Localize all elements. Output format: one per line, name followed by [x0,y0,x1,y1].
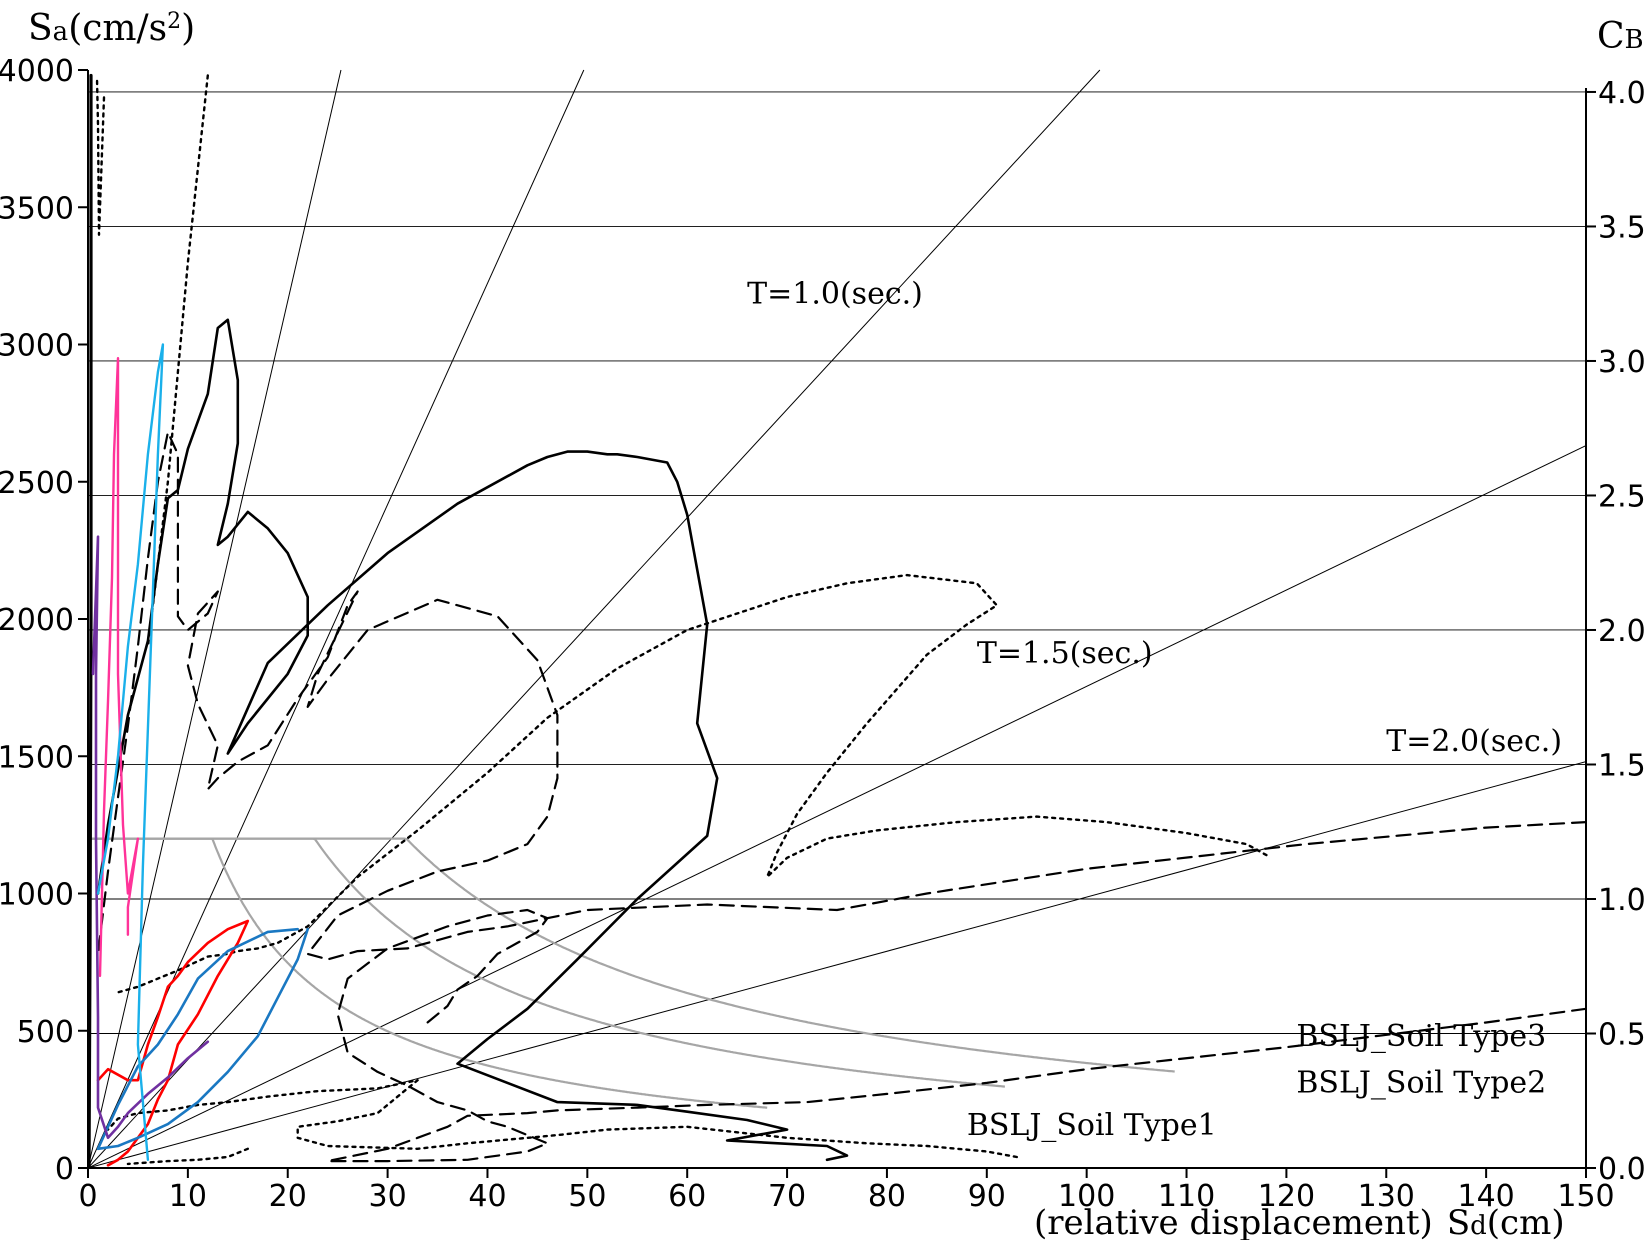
series-curve-12 [91,535,210,1140]
series-curve-3 [96,431,1586,961]
y-axis-left-title-part-5: ) [181,8,195,49]
y-right-tick-label-2.0: 2.0 [1598,614,1646,649]
period-label-2: T=2.0(sec.) [1386,724,1562,759]
y-right-tick-label-1.0: 1.0 [1598,883,1646,918]
series-curve-4 [326,908,1586,1163]
y-axis-left-title-part-4: 2 [167,9,181,34]
series-curve-6 [106,1078,1018,1159]
x-tick-label-10: 10 [169,1179,207,1214]
y-left-tick-label-3000: 3000 [0,329,74,364]
x-tick-label-90: 90 [968,1179,1006,1214]
y-axis-left-title-part-1: S [28,8,53,49]
bslj-label-3: BSLJ_Soil Type3 [1296,1019,1546,1054]
y-axis-left-title: Sa(cm/s2) [28,8,195,49]
period-label-1: T=1.0(sec.) [747,276,923,311]
chart-labels: Sa(cm/s2) CB (relative displacement) Sd(cm)… [28,8,1644,1240]
y-right-tick-label-2.5: 2.5 [1598,479,1646,514]
period-line-2 [88,761,1586,1168]
y-left-tick-label-500: 500 [17,1015,74,1050]
x-axis-title-part-3: d [1470,1211,1487,1240]
series-curve-10 [96,919,250,1167]
x-axis-title-part-1: (relative displacement) [1034,1203,1433,1240]
y-left-tick-label-1500: 1500 [0,740,74,775]
x-axis-title-part-2: S [1447,1203,1470,1240]
period-line-1 [88,69,1101,1168]
x-tick-label-130: 130 [1358,1179,1415,1214]
y-axis-left-title-part-2: a [53,17,69,47]
gridlines [88,91,1586,1034]
x-tick-label-30: 30 [369,1179,407,1214]
y-left-tick-label-2000: 2000 [0,603,74,638]
series-curve-1 [96,318,849,1162]
y-right-tick-label-1.5: 1.5 [1598,748,1646,783]
x-tick-label-120: 120 [1258,1179,1315,1214]
bslj-label-1: BSLJ_Soil Type1 [967,1108,1217,1143]
y-right-tick-label-3.0: 3.0 [1598,345,1646,380]
period-reference-lines [88,69,1586,1168]
x-axis-title: (relative displacement) Sd(cm) [1034,1203,1565,1240]
data-series [88,73,1586,1168]
axes: 050010001500200025003000350040000.00.51.… [0,54,1646,1214]
y-left-tick-label-3500: 3500 [0,191,74,226]
y-right-tick-label-0.0: 0.0 [1598,1152,1646,1187]
bslj-label-2: BSLJ_Soil Type2 [1296,1066,1546,1101]
series-curve-5 [116,573,1268,994]
x-tick-label-100: 100 [1058,1179,1115,1214]
y-axis-right-title-part-1: C [1597,16,1625,57]
x-tick-label-110: 110 [1158,1179,1215,1214]
series-curve-8 [95,76,106,236]
x-tick-label-40: 40 [468,1179,506,1214]
x-tick-label-0: 0 [78,1179,97,1214]
x-tick-label-80: 80 [868,1179,906,1214]
series-curve-7 [146,74,210,648]
series-curve-2 [88,73,93,1168]
bslj-spectrum-1 [88,837,768,1109]
series-curve-11 [96,927,310,1151]
series-curve-13 [98,357,140,978]
y-left-tick-label-1000: 1000 [0,878,74,913]
period-line-1.5 [88,445,1586,1168]
x-tick-label-140: 140 [1458,1179,1515,1214]
series-curve-9 [126,1147,250,1166]
y-axis-right-title: CB [1597,16,1644,57]
period-line-0.5 [88,69,342,1168]
y-right-tick-label-3.5: 3.5 [1598,210,1646,245]
x-tick-label-20: 20 [269,1179,307,1214]
x-tick-label-60: 60 [668,1179,706,1214]
y-right-tick-label-4.0: 4.0 [1598,76,1646,111]
y-axis-left-title-part-3: (cm/s [68,8,167,49]
x-tick-label-150: 150 [1557,1179,1614,1214]
series-curve-14 [96,343,165,1162]
y-right-tick-label-0.5: 0.5 [1598,1017,1646,1052]
y-left-tick-label-0: 0 [55,1152,74,1187]
bslj-spectrum-3 [88,837,1175,1073]
x-tick-label-70: 70 [768,1179,806,1214]
y-left-tick-label-2500: 2500 [0,466,74,501]
x-tick-label-50: 50 [568,1179,606,1214]
bslj-spectra [88,837,1175,1109]
y-left-tick-label-4000: 4000 [0,54,74,89]
y-axis-right-title-part-2: B [1625,25,1644,55]
period-label-1.5: T=1.5(sec.) [977,636,1153,671]
x-axis-title-part-4: (cm) [1487,1203,1565,1240]
